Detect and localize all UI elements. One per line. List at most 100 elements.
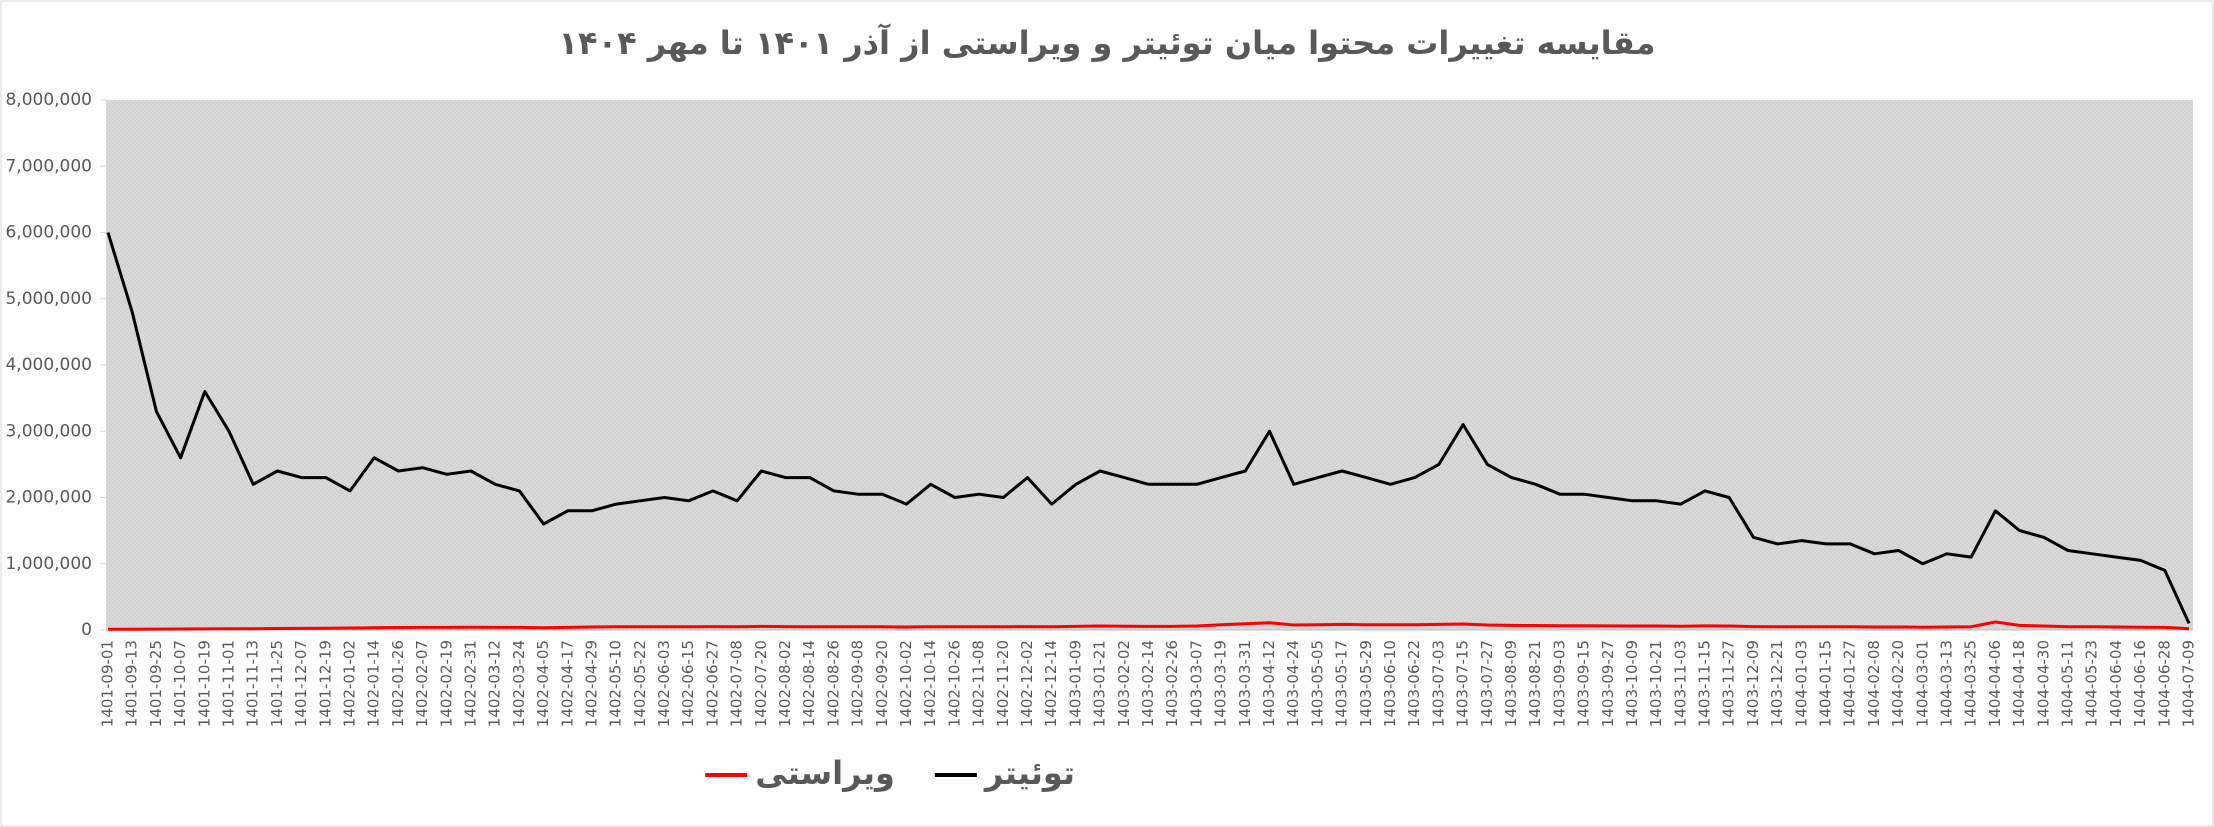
x-tick-label: 1402-05-22 <box>631 640 649 727</box>
x-tick-label: 1404-01-03 <box>1792 640 1810 727</box>
y-tick-label: 5,000,000 <box>5 289 92 309</box>
x-tick-label: 1404-02-20 <box>1889 640 1907 727</box>
x-tick-label: 1404-07-09 <box>2180 640 2198 727</box>
x-tick-label: 1401-12-07 <box>292 640 310 727</box>
x-tick-label: 1402-12-14 <box>1042 640 1060 727</box>
x-tick-label: 1403-04-24 <box>1284 640 1302 727</box>
x-tick-label: 1404-04-18 <box>2010 640 2028 727</box>
x-tick-label: 1404-02-08 <box>1865 640 1883 727</box>
x-tick-label: 1403-01-21 <box>1091 640 1109 727</box>
x-tick-label: 1401-09-01 <box>99 640 117 727</box>
x-tick-label: 1403-09-27 <box>1599 640 1617 727</box>
y-tick-label: 4,000,000 <box>5 355 92 375</box>
x-tick-label: 1402-11-08 <box>970 640 988 727</box>
x-tick-label: 1404-04-06 <box>1986 640 2004 727</box>
x-tick-label: 1402-05-10 <box>607 640 625 727</box>
y-tick-label: 0 <box>81 620 92 640</box>
x-tick-label: 1403-02-14 <box>1139 640 1157 727</box>
x-tick-label: 1402-07-20 <box>752 640 770 727</box>
x-tick-label: 1404-01-27 <box>1841 640 1859 727</box>
x-tick-label: 1402-06-27 <box>703 640 721 727</box>
x-tick-label: 1403-01-09 <box>1066 640 1084 727</box>
x-tick-label: 1401-10-19 <box>195 640 213 727</box>
x-tick-label: 1401-12-19 <box>316 640 334 727</box>
x-tick-label: 1401-10-07 <box>171 640 189 727</box>
x-tick-label: 1403-10-09 <box>1623 640 1641 727</box>
x-tick-label: 1402-03-24 <box>510 640 528 727</box>
x-tick-label: 1402-06-03 <box>655 640 673 727</box>
series-line <box>106 232 2191 625</box>
x-tick-label: 1402-01-26 <box>389 640 407 727</box>
x-tick-label: 1403-05-05 <box>1308 640 1326 727</box>
x-tick-label: 1402-02-07 <box>413 640 431 727</box>
x-tick-label: 1404-06-04 <box>2107 640 2125 727</box>
x-tick-label: 1403-03-07 <box>1187 640 1205 727</box>
x-tick-label: 1402-04-05 <box>534 640 552 727</box>
x-tick-label: 1404-05-11 <box>2059 640 2077 727</box>
x-tick-label: 1403-08-21 <box>1526 640 1544 727</box>
x-tick-label: 1402-04-29 <box>582 640 600 727</box>
x-tick-label: 1401-11-25 <box>268 640 286 727</box>
x-tick-label: 1401-09-25 <box>147 640 165 727</box>
x-tick-label: 1403-12-21 <box>1768 640 1786 727</box>
x-tick-label: 1402-12-02 <box>1018 640 1036 727</box>
x-tick-label: 1401-11-13 <box>244 640 262 727</box>
x-tick-label: 1404-01-15 <box>1817 640 1835 727</box>
x-tick-label: 1403-08-09 <box>1502 640 1520 727</box>
x-tick-label: 1403-09-03 <box>1550 640 1568 727</box>
y-tick-label: 6,000,000 <box>5 223 92 243</box>
x-tick-label: 1402-01-02 <box>340 640 358 727</box>
x-tick-label: 1403-05-17 <box>1333 640 1351 727</box>
x-tick-label: 1403-03-19 <box>1212 640 1230 727</box>
x-tick-label: 1402-08-02 <box>776 640 794 727</box>
x-tick-label: 1404-03-01 <box>1913 640 1931 727</box>
x-tick-label: 1402-04-17 <box>558 640 576 727</box>
plot-area <box>106 100 2193 630</box>
x-tick-label: 1404-04-30 <box>2034 640 2052 727</box>
legend-label: توئیتر <box>983 754 1075 792</box>
x-tick-label: 1403-07-27 <box>1478 640 1496 727</box>
x-tick-label: 1403-12-09 <box>1744 640 1762 727</box>
x-tick-label: 1403-04-12 <box>1260 640 1278 727</box>
x-tick-label: 1403-05-29 <box>1357 640 1375 727</box>
x-tick-label: 1403-06-10 <box>1381 640 1399 727</box>
x-tick-label: 1402-08-14 <box>800 640 818 727</box>
x-tick-label: 1401-09-13 <box>123 640 141 727</box>
x-tick-label: 1402-11-20 <box>994 640 1012 727</box>
x-tick-label: 1402-02-31 <box>461 640 479 727</box>
x-tick-label: 1402-02-19 <box>437 640 455 727</box>
x-tick-label: 1402-10-02 <box>897 640 915 727</box>
x-tick-label: 1404-03-13 <box>1938 640 1956 727</box>
x-tick-label: 1403-07-03 <box>1429 640 1447 727</box>
y-tick-label: 3,000,000 <box>5 421 92 441</box>
x-tick-label: 1401-11-01 <box>219 640 237 727</box>
x-tick-label: 1403-02-26 <box>1163 640 1181 727</box>
x-tick-label: 1402-03-12 <box>486 640 504 727</box>
x-tick-label: 1404-06-16 <box>2131 640 2149 727</box>
x-tick-label: 1403-07-15 <box>1454 640 1472 727</box>
chart-title: مقایسه تغییرات محتوا میان توئیتر و ویراس… <box>559 23 1656 62</box>
y-tick-label: 7,000,000 <box>5 156 92 176</box>
x-tick-label: 1404-05-23 <box>2083 640 2101 727</box>
x-tick-label: 1403-11-03 <box>1671 640 1689 727</box>
x-tick-label: 1402-08-26 <box>824 640 842 727</box>
x-tick-label: 1402-10-26 <box>945 640 963 727</box>
x-tick-label: 1402-01-14 <box>365 640 383 727</box>
x-tick-label: 1403-11-27 <box>1720 640 1738 727</box>
x-tick-label: 1402-06-15 <box>679 640 697 727</box>
legend-label: ویراستی <box>755 754 895 792</box>
series-line <box>107 620 2190 631</box>
x-tick-label: 1403-06-22 <box>1405 640 1423 727</box>
x-tick-label: 1402-10-14 <box>921 640 939 727</box>
x-tick-label: 1403-02-02 <box>1115 640 1133 727</box>
x-tick-label: 1403-09-15 <box>1575 640 1593 727</box>
y-tick-label: 2,000,000 <box>5 488 92 508</box>
x-tick-label: 1402-07-08 <box>728 640 746 727</box>
y-tick-label: 1,000,000 <box>5 554 92 574</box>
x-tick-label: 1402-09-08 <box>849 640 867 727</box>
x-tick-label: 1404-06-28 <box>2155 640 2173 727</box>
x-tick-label: 1403-11-15 <box>1696 640 1714 727</box>
x-tick-label: 1403-03-31 <box>1236 640 1254 727</box>
x-tick-label: 1402-09-20 <box>873 640 891 727</box>
